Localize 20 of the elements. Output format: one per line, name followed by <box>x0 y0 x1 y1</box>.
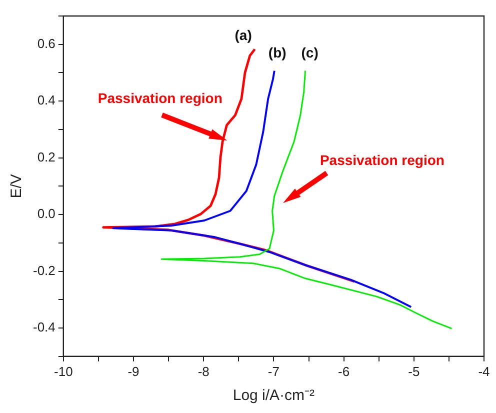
x-tick-label: -7 <box>268 364 280 379</box>
annotation: Passivation region <box>98 90 222 106</box>
x-tick-label: -10 <box>54 364 73 379</box>
y-axis-title: E/V <box>8 174 26 198</box>
y-tick-label: -0.4 <box>32 320 56 335</box>
x-tick-label: -4 <box>478 364 490 379</box>
x-tick-label: -9 <box>128 364 140 379</box>
series-label: (c) <box>301 44 318 61</box>
x-tick-label: -6 <box>338 364 350 379</box>
y-tick-label: -0.2 <box>32 262 56 278</box>
y-tick-label: 0.2 <box>37 149 56 164</box>
y-tick-label: 0.0 <box>37 206 56 222</box>
annotation: Passivation region <box>320 152 444 168</box>
series-label: (b) <box>268 44 286 61</box>
x-tick-label: -8 <box>198 364 210 379</box>
series-label: (a) <box>234 27 252 44</box>
y-tick-label: 0.4 <box>37 92 56 108</box>
x-axis-title: Log i/A·cm⁻² <box>232 387 315 404</box>
x-tick-label: -5 <box>408 364 420 379</box>
y-tick-label: 0.6 <box>37 36 56 51</box>
